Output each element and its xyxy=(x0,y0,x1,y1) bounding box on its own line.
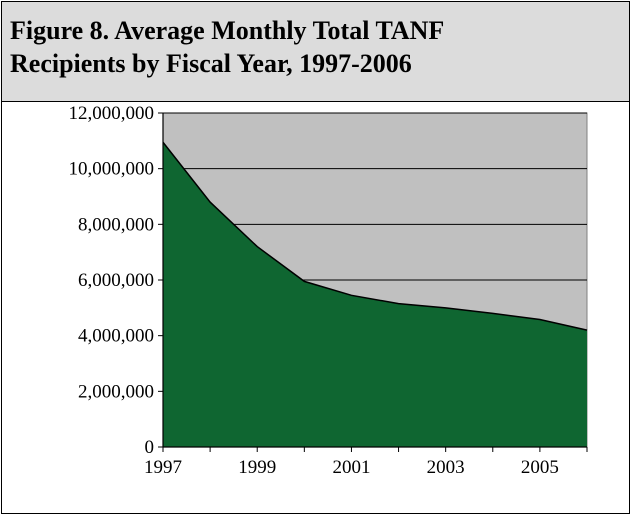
title-band: Figure 8. Average Monthly Total TANF Rec… xyxy=(2,2,629,102)
area-outline xyxy=(162,141,588,331)
area-series xyxy=(163,142,587,447)
x-tick-label-0: 1997 xyxy=(144,457,182,478)
y-tick-label-4: 8,000,000 xyxy=(78,214,154,235)
y-tick-label-1: 2,000,000 xyxy=(78,381,154,402)
x-tick-label-3: 2003 xyxy=(427,457,465,478)
figure-title-line-2: Recipients by Fiscal Year, 1997-2006 xyxy=(10,49,412,78)
x-tick-label-1: 1999 xyxy=(238,457,276,478)
y-tick-label-5: 10,000,000 xyxy=(69,159,155,180)
x-tick-label-4: 2005 xyxy=(521,457,559,478)
y-tick-label-0: 0 xyxy=(145,437,155,458)
y-tick-label-6: 12,000,000 xyxy=(69,103,155,124)
x-tick-label-2: 2001 xyxy=(332,457,370,478)
figure-title: Figure 8. Average Monthly Total TANF Rec… xyxy=(10,14,610,80)
y-tick-label-2: 4,000,000 xyxy=(78,326,154,347)
figure-title-line-1: Figure 8. Average Monthly Total TANF xyxy=(10,16,445,45)
y-tick-label-3: 6,000,000 xyxy=(78,270,154,291)
